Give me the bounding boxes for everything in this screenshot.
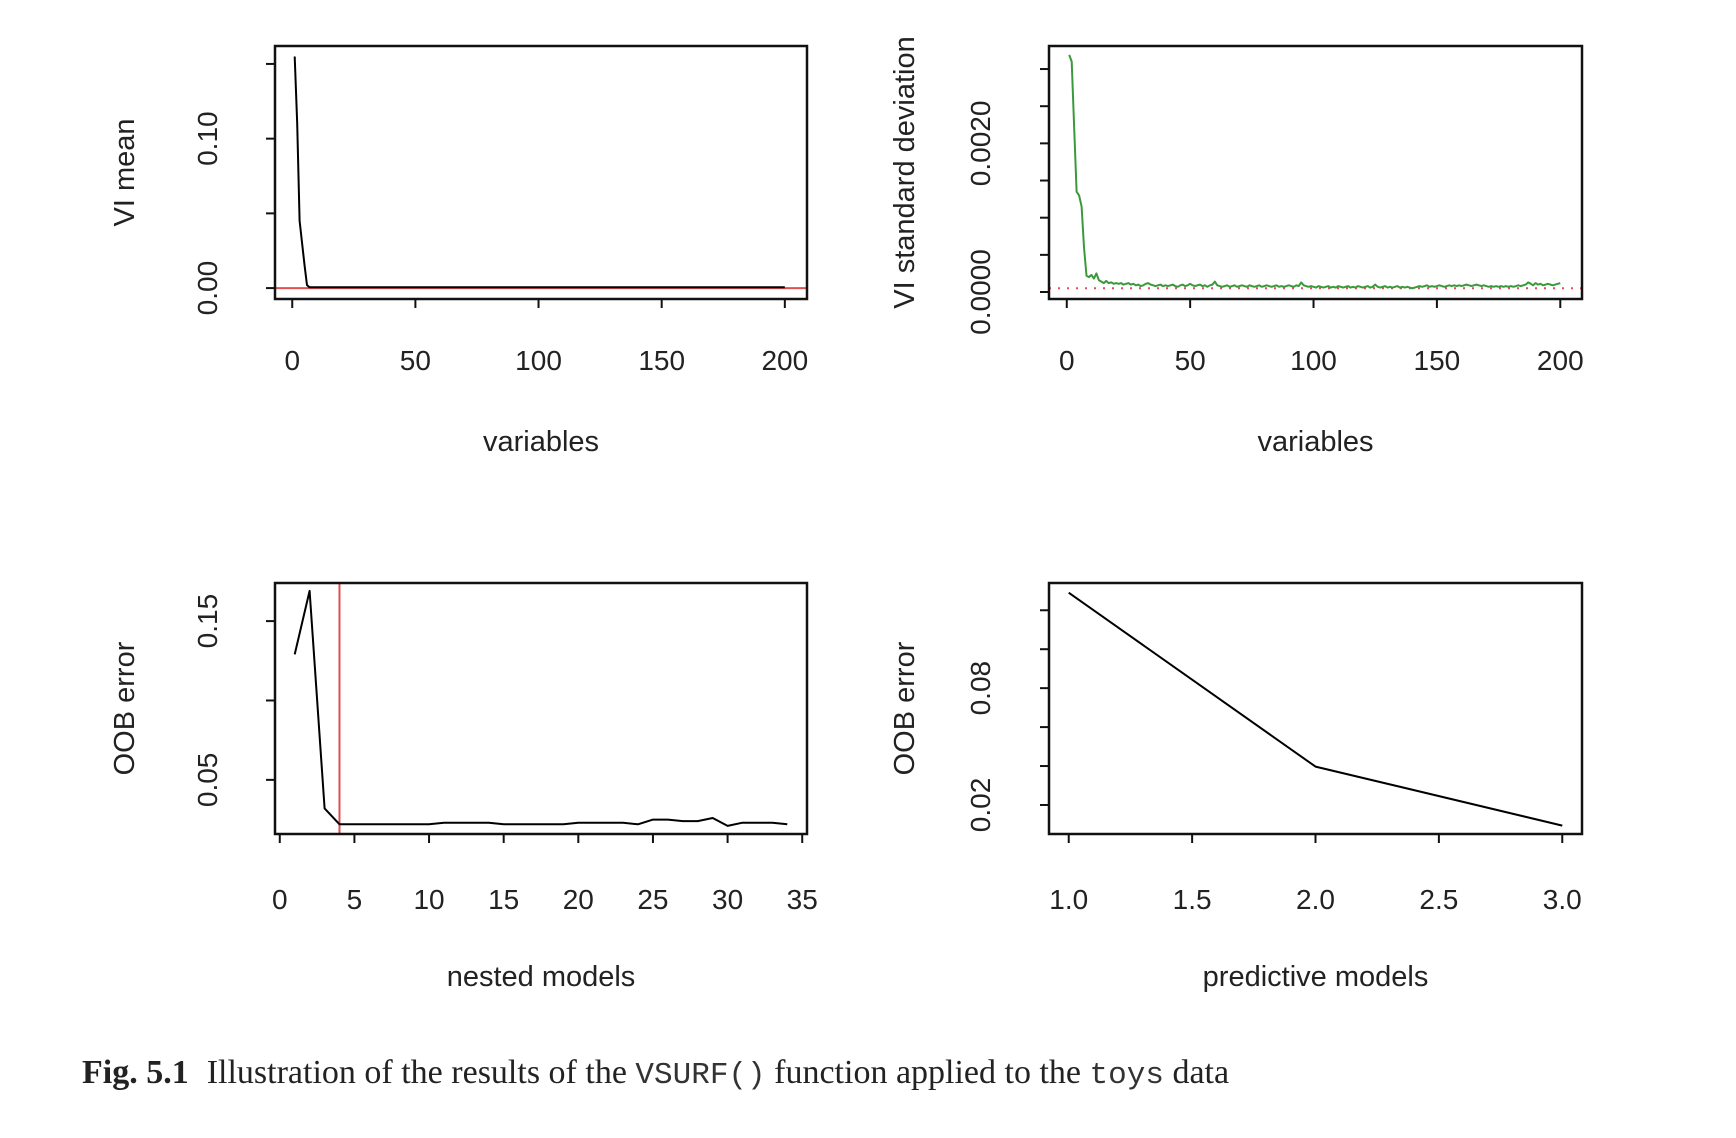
x-tick-label: 1.0: [1049, 884, 1088, 915]
caption-text: Illustration of the results of the: [206, 1054, 636, 1091]
series-line: [1068, 591, 1563, 827]
figure-caption: Fig. 5.1 Illustration of the results of t…: [82, 1054, 1229, 1093]
plot-frame: [1047, 44, 1584, 301]
y-axis-title: OOB error: [109, 641, 141, 775]
x-tick-label: 150: [638, 345, 685, 376]
x-axis-title: nested models: [447, 961, 636, 993]
plot-frame: [273, 581, 809, 836]
x-tick-label: 15: [488, 884, 519, 915]
x-tick-label: 2.0: [1296, 884, 1335, 915]
x-tick-label: 3.0: [1543, 884, 1582, 915]
y-tick-label: 0.10: [192, 111, 223, 166]
y-tick-label: 0.08: [965, 661, 996, 716]
x-tick-label: 10: [413, 884, 444, 915]
y-axis-title: VI mean: [109, 119, 141, 227]
x-tick-label: 50: [400, 345, 431, 376]
chart-panel-1: 0 50 100 150 200 0.00 0.10 variables VI mean: [109, 44, 809, 458]
x-tick-label: 0: [1059, 345, 1075, 376]
x-tick-label: 50: [1175, 345, 1206, 376]
x-tick-label: 200: [761, 345, 808, 376]
x-tick-label: 200: [1537, 345, 1584, 376]
x-tick-label: 35: [787, 884, 818, 915]
series-line: [293, 56, 785, 289]
y-tick-label: 0.15: [192, 594, 223, 649]
caption-code-dataset: toys: [1089, 1058, 1164, 1093]
x-tick-label: 20: [563, 884, 594, 915]
caption-text: function applied to the: [765, 1054, 1090, 1091]
x-tick-label: 0: [284, 345, 300, 376]
y-tick-label: 0.05: [192, 753, 223, 808]
x-axis-title: variables: [483, 426, 599, 458]
plot-frame: [1047, 581, 1584, 836]
series-line: [293, 589, 788, 827]
x-tick-label: 2.5: [1419, 884, 1458, 915]
caption-label: Fig. 5.1: [82, 1054, 189, 1091]
x-tick-label: 1.5: [1173, 884, 1212, 915]
x-tick-label: 30: [712, 884, 743, 915]
caption-code-function: VSURF(): [635, 1058, 766, 1093]
x-tick-label: 100: [1290, 345, 1337, 376]
y-tick-label: 0.0000: [965, 249, 996, 335]
y-tick-label: 0.02: [965, 778, 996, 833]
x-axis-title: variables: [1257, 426, 1373, 458]
chart-panel-4: 1.0 1.5 2.0 2.5 3.0 0.02 0.08 predictive models…: [889, 581, 1584, 993]
x-tick-label: 0: [272, 884, 288, 915]
plot-frame: [273, 44, 809, 301]
y-axis-title: VI standard deviation: [889, 36, 921, 308]
x-tick-label: 5: [347, 884, 363, 915]
chart-panel-2: 0 50 100 150 200 0.0000 0.0020 variables VI stan…: [889, 36, 1584, 458]
chart-panel-3: 0 5 10 15 20 25 30 35 0.05 0.15 nested models OOB e…: [109, 581, 818, 993]
x-tick-label: 100: [515, 345, 562, 376]
x-tick-label: 150: [1414, 345, 1461, 376]
x-tick-label: 25: [637, 884, 668, 915]
caption-text: data: [1163, 1054, 1230, 1091]
y-axis-title: OOB error: [889, 641, 921, 775]
y-tick-label: 0.0020: [965, 101, 996, 187]
y-tick-label: 0.00: [192, 261, 223, 316]
x-axis-title: predictive models: [1203, 961, 1429, 993]
series-line: [1068, 54, 1561, 290]
